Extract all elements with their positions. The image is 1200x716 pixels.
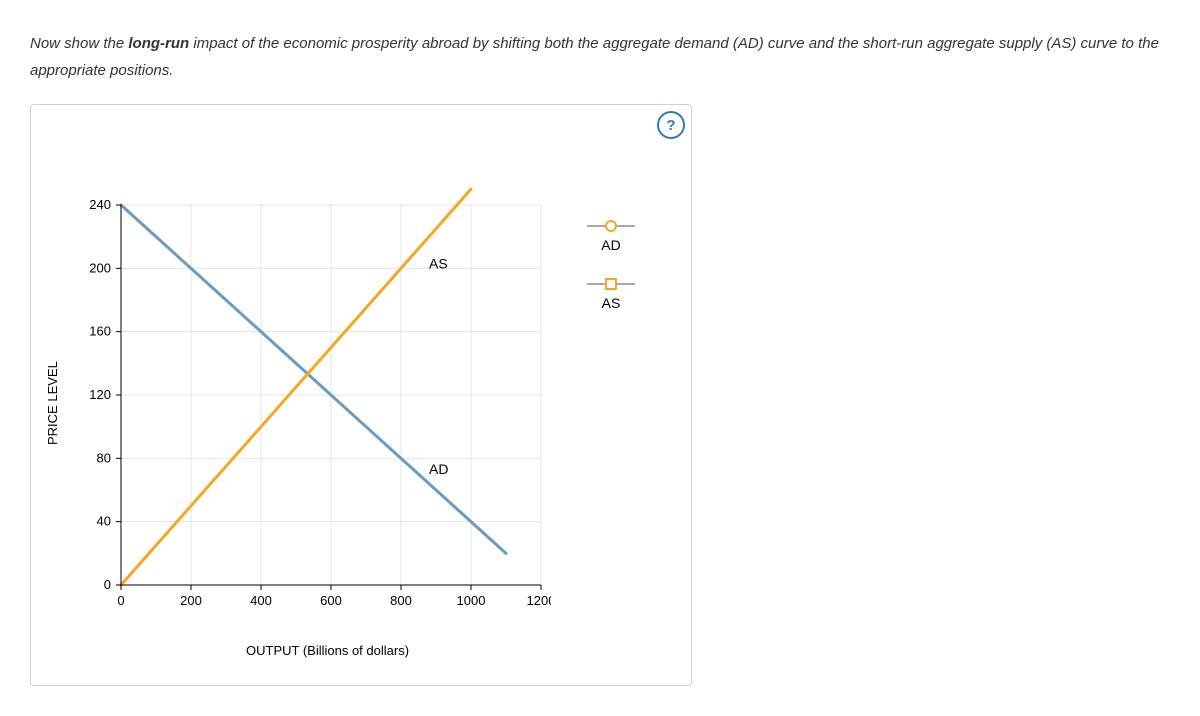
x-tick-label: 600	[320, 593, 342, 608]
y-tick-label: 0	[104, 577, 111, 592]
y-tick-label: 120	[89, 387, 111, 402]
y-axis-label: PRICE LEVEL	[45, 361, 60, 445]
curve-ad[interactable]	[121, 205, 506, 553]
y-tick-label: 40	[97, 514, 111, 529]
help-button[interactable]: ?	[657, 111, 685, 139]
legend: AD AS	[571, 225, 651, 341]
x-tick-label: 1200	[527, 593, 551, 608]
legend-label: AD	[601, 237, 620, 253]
x-tick-label: 1000	[457, 593, 486, 608]
legend-marker-square-icon	[605, 278, 617, 290]
chart-area[interactable]: AD AS 0 200 400 600 800 1000 1200 0 40 80 120 160 200 2…	[71, 175, 551, 635]
instructions-prefix: Now show the	[30, 35, 128, 52]
legend-line	[587, 283, 635, 285]
legend-marker-circle-icon	[605, 220, 617, 232]
x-tick-label: 800	[390, 593, 412, 608]
y-tick-label: 160	[89, 324, 111, 339]
curve-label-ad: AD	[429, 461, 448, 477]
y-tick-label: 240	[89, 197, 111, 212]
instructions-text: Now show the long-run impact of the econ…	[30, 30, 1170, 84]
help-icon: ?	[666, 117, 675, 134]
chart-panel: ? PRICE LEVEL OUTPUT (Billions of dollar…	[30, 104, 692, 686]
y-tick-label: 200	[89, 260, 111, 275]
x-tick-label: 200	[180, 593, 202, 608]
x-tick-label: 400	[250, 593, 272, 608]
legend-line	[587, 225, 635, 227]
curve-label-as: AS	[429, 255, 448, 271]
x-axis-label: OUTPUT (Billions of dollars)	[246, 643, 409, 658]
instructions-bold: long-run	[128, 35, 189, 52]
legend-label: AS	[602, 295, 621, 311]
curve-as[interactable]	[121, 189, 471, 585]
chart-svg: AD AS 0 200 400 600 800 1000 1200 0 40 80 120 160 200 2…	[71, 175, 551, 635]
legend-item-ad[interactable]: AD	[571, 225, 651, 253]
legend-item-as[interactable]: AS	[571, 283, 651, 311]
x-tick-label: 0	[117, 593, 124, 608]
instructions-rest: impact of the economic prosperity abroad…	[30, 35, 1159, 79]
y-tick-label: 80	[97, 450, 111, 465]
